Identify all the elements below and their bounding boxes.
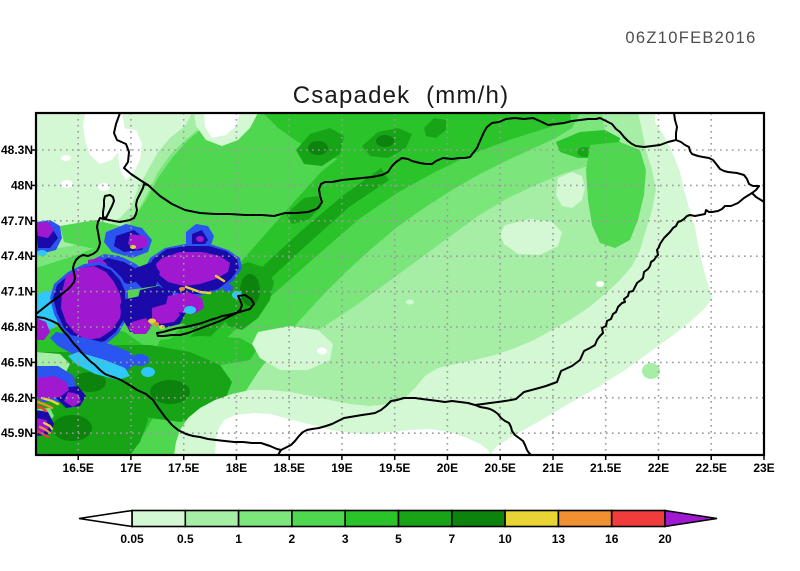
svg-text:16.5E: 16.5E — [63, 461, 94, 475]
svg-text:21.5E: 21.5E — [590, 461, 621, 475]
svg-text:Csapadek (mm/h): Csapadek (mm/h) — [293, 82, 510, 109]
svg-text:20: 20 — [658, 532, 672, 546]
svg-text:06Z10FEB2016: 06Z10FEB2016 — [625, 29, 756, 47]
svg-text:18.5E: 18.5E — [274, 461, 305, 475]
svg-text:45.9N: 45.9N — [1, 426, 33, 440]
svg-text:46.5N: 46.5N — [1, 355, 33, 369]
svg-text:19.5E: 19.5E — [379, 461, 410, 475]
svg-text:16: 16 — [605, 532, 619, 546]
svg-text:3: 3 — [342, 532, 349, 546]
svg-text:22.5E: 22.5E — [696, 461, 727, 475]
svg-text:13: 13 — [552, 532, 566, 546]
svg-text:7: 7 — [448, 532, 455, 546]
svg-text:23E: 23E — [753, 461, 774, 475]
svg-text:5: 5 — [395, 532, 402, 546]
svg-text:20E: 20E — [437, 461, 458, 475]
svg-text:46.8N: 46.8N — [1, 320, 33, 334]
svg-text:20.5E: 20.5E — [485, 461, 516, 475]
svg-text:48.3N: 48.3N — [1, 143, 33, 157]
svg-text:19E: 19E — [331, 461, 352, 475]
svg-text:46.2N: 46.2N — [1, 391, 33, 405]
svg-text:22E: 22E — [648, 461, 669, 475]
svg-text:17E: 17E — [120, 461, 141, 475]
svg-text:1: 1 — [235, 532, 242, 546]
svg-text:18E: 18E — [226, 461, 247, 475]
svg-text:47.1N: 47.1N — [1, 285, 33, 299]
svg-text:21E: 21E — [542, 461, 563, 475]
svg-text:47.7N: 47.7N — [1, 214, 33, 228]
svg-text:2: 2 — [289, 532, 296, 546]
svg-text:0.5: 0.5 — [177, 532, 194, 546]
svg-text:47.4N: 47.4N — [1, 249, 33, 263]
svg-text:48N: 48N — [11, 178, 33, 192]
svg-text:10: 10 — [498, 532, 512, 546]
svg-text:17.5E: 17.5E — [168, 461, 199, 475]
svg-text:0.05: 0.05 — [120, 532, 144, 546]
